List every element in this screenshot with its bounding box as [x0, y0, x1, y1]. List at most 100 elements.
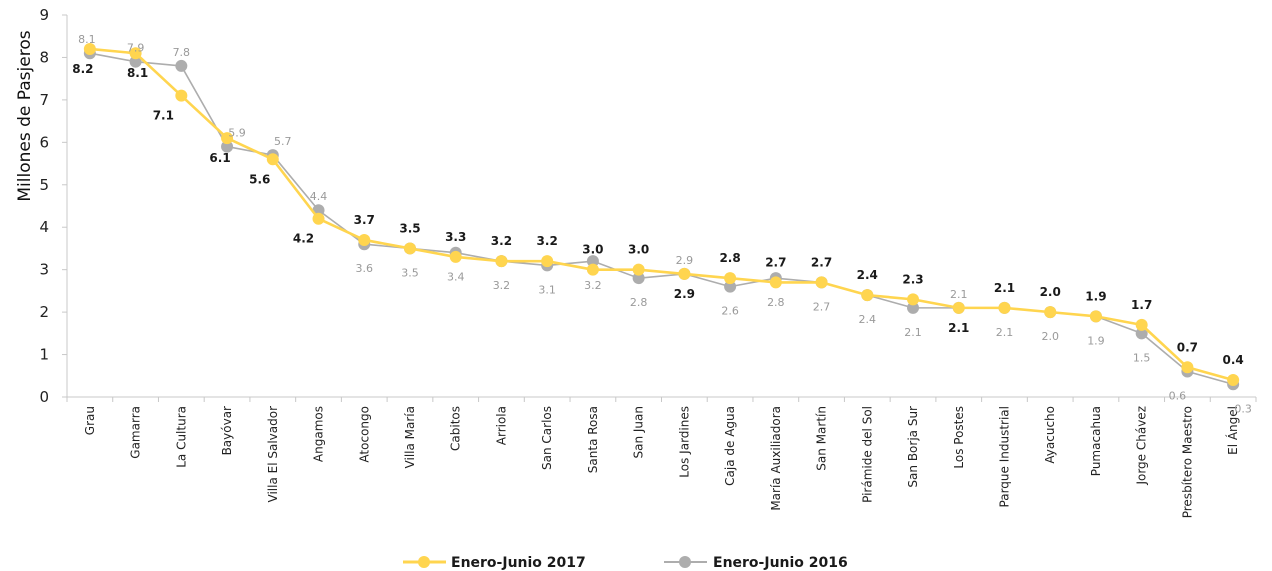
data-label-2017: 2.9 [674, 287, 695, 301]
x-tick-label: Los Jardines [677, 406, 691, 478]
x-tick-label: Los Postes [952, 406, 966, 469]
y-tick-label: 4 [39, 218, 49, 236]
legend-label-2017: Enero-Junio 2017 [451, 555, 586, 571]
data-label-2016: 3.6 [356, 262, 374, 275]
x-tick-label: Atocongo [357, 406, 371, 463]
y-tick-label: 7 [39, 91, 49, 109]
data-label-2016: 2.1 [950, 288, 968, 301]
data-label-2016: 2.0 [1041, 330, 1059, 343]
y-tick-label: 5 [39, 176, 49, 194]
data-point [541, 255, 554, 268]
data-label-2016: 2.1 [996, 326, 1014, 339]
data-label-2017: 6.1 [209, 151, 230, 165]
legend-swatch-dot-2017 [418, 556, 430, 568]
data-point [175, 89, 188, 102]
data-label-2016: 1.5 [1133, 351, 1151, 364]
data-label-2016: 3.5 [401, 266, 419, 279]
data-labels-2017: 8.2 8.1 7.1 6.1 5.6 4.2 3.7 3.5 3.3 3.2 3.2 3.0 3.0 2… [72, 62, 1244, 367]
data-point [403, 242, 416, 255]
data-label-2016: 0.6 [1169, 390, 1187, 403]
data-point [724, 280, 737, 293]
data-label-2017: 8.1 [127, 66, 148, 80]
x-tick-label: Caja de Agua [723, 406, 737, 486]
data-point [83, 42, 96, 55]
data-label-2017: 1.7 [1131, 298, 1152, 312]
data-label-2017: 2.7 [765, 255, 786, 269]
y-tick-label: 0 [39, 388, 49, 406]
data-label-2016: 3.2 [584, 279, 602, 292]
data-label-2017: 3.2 [537, 234, 558, 248]
axes [66, 15, 1256, 398]
data-label-2017: 0.4 [1223, 353, 1244, 367]
data-point [1181, 361, 1194, 374]
series-2016 [83, 47, 1240, 391]
data-point [586, 263, 599, 276]
y-tick-label: 1 [39, 346, 49, 364]
x-tick-label: Gamarra [129, 406, 143, 459]
x-tick-label: Pirámide del Sol [860, 406, 874, 503]
data-point [175, 59, 188, 72]
x-tick-label: Ayacucho [1043, 406, 1057, 464]
x-tick-label: La Cultura [174, 406, 188, 468]
x-tick-label: Bayóvar [220, 406, 234, 455]
x-tick-label: Presbítero Maestro [1180, 406, 1194, 518]
data-label-2016: 0.3 [1234, 402, 1252, 415]
x-tick-label: Cabitos [449, 406, 463, 451]
data-label-2017: 2.1 [948, 321, 969, 335]
data-label-2016: 2.7 [813, 300, 831, 313]
data-label-2016: 2.8 [767, 296, 785, 309]
data-point [907, 293, 920, 306]
x-tick-label: Villa María [403, 406, 417, 468]
data-point [998, 301, 1011, 314]
series-line [89, 52, 1234, 386]
data-label-2017: 2.3 [902, 272, 923, 286]
data-point [632, 263, 645, 276]
x-tick-label: Villa El Salvador [266, 406, 280, 503]
data-label-2016: 2.1 [904, 326, 922, 339]
data-point [861, 289, 874, 302]
data-point [449, 250, 462, 263]
x-tick-label: Jorge Chávez [1135, 406, 1149, 486]
data-label-2016: 2.9 [676, 254, 694, 267]
data-point [952, 301, 965, 314]
data-label-2017: 7.1 [153, 109, 174, 123]
data-point [1089, 310, 1102, 323]
data-label-2017: 2.4 [857, 268, 878, 282]
data-label-2016: 7.8 [173, 46, 191, 59]
series-2017 [83, 42, 1240, 387]
data-point [632, 272, 645, 285]
x-tick-label: El Ángel [1225, 406, 1240, 455]
data-label-2017: 2.0 [1040, 285, 1061, 299]
x-tick-label: San Juan [632, 406, 646, 459]
data-point [724, 272, 737, 285]
x-tick-label: Santa Rosa [586, 406, 600, 473]
data-point [907, 301, 920, 314]
data-point [815, 276, 828, 289]
x-tick-label: San Martín [815, 406, 829, 471]
data-label-2017: 1.9 [1085, 289, 1106, 303]
legend-swatch-dot-2016 [679, 556, 691, 568]
x-tick-label: Angamos [312, 406, 326, 462]
data-label-2017: 2.8 [719, 251, 740, 265]
y-tick-label: 2 [39, 303, 49, 321]
data-label-2017: 2.7 [811, 255, 832, 269]
data-label-2016: 1.9 [1087, 334, 1105, 347]
x-tick-label: Pumacahua [1089, 406, 1103, 476]
data-label-2016: 3.1 [538, 283, 556, 296]
series-line [89, 47, 1234, 382]
x-tick-label: Arriola [494, 406, 508, 445]
y-tick-label: 8 [39, 48, 49, 66]
data-label-2016: 3.2 [493, 279, 511, 292]
data-point [586, 255, 599, 268]
data-label-2016: 5.9 [228, 127, 246, 140]
data-label-2016: 3.4 [447, 271, 465, 284]
y-tick-label: 3 [39, 261, 49, 279]
legend-label-2016: Enero-Junio 2016 [713, 555, 848, 571]
y-axis-label: Millones de Pasjeros [15, 30, 35, 201]
data-point [1227, 374, 1240, 387]
data-label-2016: 8.1 [78, 33, 96, 46]
data-point [221, 132, 234, 145]
data-label-2017: 8.2 [72, 62, 93, 76]
data-label-2016: 7.9 [127, 42, 145, 55]
data-label-2017: 0.7 [1177, 340, 1198, 354]
